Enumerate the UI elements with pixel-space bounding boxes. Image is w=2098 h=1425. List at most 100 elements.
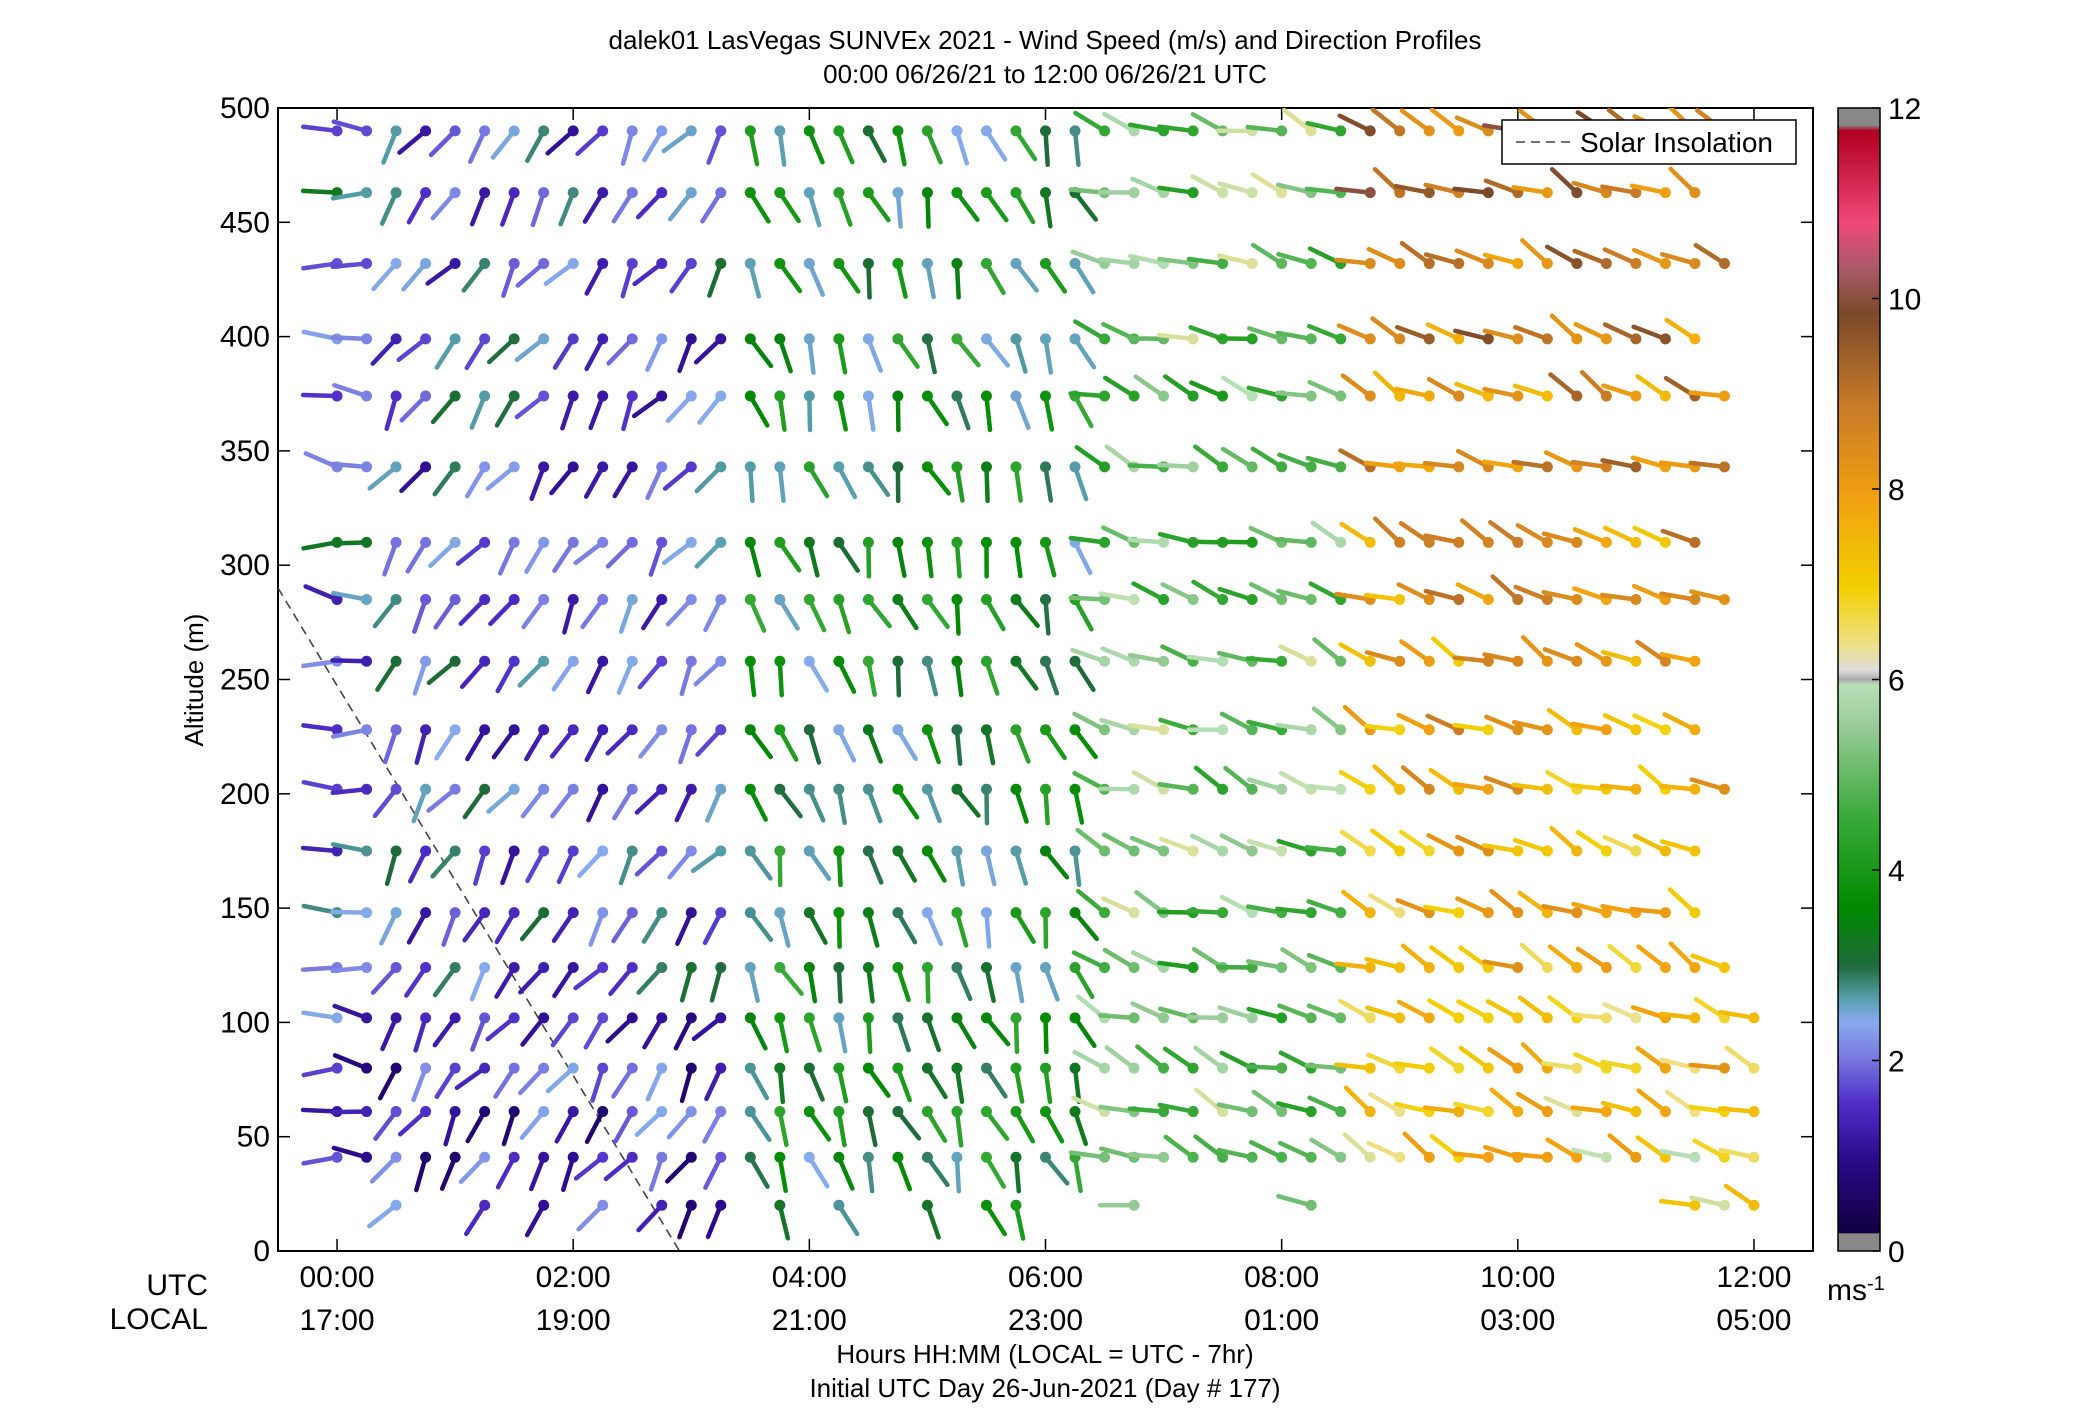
wind-barb — [430, 390, 461, 425]
wind-barb-dot — [420, 593, 432, 605]
wind-barb-dot — [774, 461, 786, 473]
wind-barb-dot — [479, 962, 491, 974]
wind-barb-shaft — [1275, 182, 1314, 195]
wind-barb — [1251, 1089, 1288, 1118]
wind-barb — [611, 1062, 638, 1099]
wind-barb — [1186, 724, 1229, 736]
wind-barb-dot — [1453, 257, 1465, 269]
wind-barb — [1278, 1140, 1317, 1163]
x-axis: 00:0017:0002:0019:0004:0021:0006:0023:00… — [299, 108, 1792, 1337]
wind-barb-dot — [331, 390, 343, 402]
wind-barb-shaft — [1544, 244, 1580, 266]
wind-barb — [1658, 1198, 1701, 1211]
wind-barbs — [300, 108, 1760, 1241]
wind-barb-dot — [921, 783, 933, 795]
wind-barb-shaft — [1250, 242, 1284, 266]
wind-barb-dot — [331, 593, 343, 605]
wind-barb-dot — [744, 1012, 756, 1024]
wind-barb-dot — [390, 461, 402, 473]
wind-barb-dot — [508, 187, 520, 199]
wind-barb-shaft — [777, 786, 803, 819]
wind-barb — [1275, 722, 1317, 736]
wind-barb-dot — [656, 461, 668, 473]
wind-barb — [1040, 390, 1055, 432]
wind-barb-shaft — [1489, 888, 1521, 915]
wind-barb-shaft — [748, 1015, 768, 1051]
wind-barb-shaft — [1306, 1003, 1343, 1021]
y-tick-label: 100 — [220, 1006, 270, 1039]
wind-barb-shaft — [866, 128, 887, 164]
wind-barb-dot — [331, 1151, 343, 1163]
wind-barb — [951, 187, 980, 222]
wind-barb-dot — [1541, 1151, 1553, 1163]
wind-barb — [411, 783, 432, 824]
wind-barb — [618, 845, 638, 886]
wind-barb-shaft — [590, 1065, 605, 1103]
wind-barb — [458, 593, 491, 626]
wind-barb-shaft — [454, 1065, 487, 1091]
wind-barb-shaft — [1013, 597, 1040, 628]
wind-barb-shaft — [1364, 956, 1402, 970]
wind-barb-shaft — [588, 393, 605, 431]
wind-barb — [459, 655, 491, 690]
wind-barb-dot — [1246, 1151, 1258, 1163]
wind-barb — [1395, 325, 1435, 345]
wind-barb-dot — [597, 536, 609, 548]
wind-barb-shaft — [1571, 901, 1609, 915]
wind-barb — [921, 1199, 941, 1240]
wind-barb-shaft — [1043, 261, 1068, 294]
wind-barb-dot — [774, 845, 786, 857]
wind-barb-shaft — [1248, 1139, 1284, 1160]
wind-barb-dot — [390, 907, 402, 919]
wind-barb-shaft — [1693, 996, 1727, 1021]
wind-barb-shaft — [1130, 1001, 1166, 1021]
wind-barb-shaft — [384, 848, 399, 886]
wind-barb-shaft — [748, 540, 762, 578]
wind-barb-dot — [449, 187, 461, 199]
wind-barb-dot — [951, 461, 963, 473]
wind-barb-shaft — [1043, 190, 1053, 229]
wind-barb-dot — [803, 187, 815, 199]
wind-barb-dot — [803, 593, 815, 605]
wind-barb-shaft — [620, 128, 635, 166]
wind-barb-dot — [1069, 333, 1081, 345]
wind-barb-shaft — [432, 464, 458, 497]
wind-barb — [892, 187, 904, 229]
wind-barb-dot — [951, 333, 963, 345]
wind-barb-shaft — [550, 786, 576, 819]
wind-barb-shaft — [1098, 591, 1137, 602]
wind-barb — [1426, 833, 1465, 857]
wind-barb-dot — [1305, 125, 1317, 137]
wind-barb — [397, 125, 432, 155]
x-tick-label-utc: 08:00 — [1244, 1261, 1319, 1294]
wind-barb — [520, 1012, 550, 1047]
wind-barb — [862, 1062, 891, 1098]
wind-barb — [616, 655, 638, 695]
wind-barb-dot — [1541, 536, 1553, 548]
wind-barb-dot — [449, 783, 461, 795]
wind-barb — [892, 845, 918, 883]
wind-barb-dot — [1040, 390, 1051, 402]
wind-barb-shaft — [439, 1155, 458, 1191]
wind-barb-shaft — [697, 393, 724, 425]
wind-barb-shaft — [459, 658, 487, 690]
wind-barb-dot — [1482, 257, 1494, 269]
wind-barb — [1366, 246, 1406, 269]
wind-barb-dot — [1040, 593, 1051, 605]
wind-barb-shaft — [1100, 896, 1137, 915]
wind-barb-shaft — [984, 393, 993, 433]
wind-barb-shaft — [330, 540, 369, 546]
wind-barb — [1276, 251, 1317, 269]
wind-barb — [892, 333, 920, 369]
wind-barb — [588, 907, 609, 947]
wind-barb-dot — [1069, 962, 1081, 974]
wind-barb-dot — [1482, 724, 1494, 736]
wind-barb — [774, 390, 787, 432]
wind-barb-dot — [656, 333, 668, 345]
wind-barb-dot — [361, 1012, 373, 1024]
wind-barb-shaft — [645, 464, 664, 501]
wind-barb-dot — [656, 1151, 668, 1163]
wind-barb-dot — [1600, 333, 1612, 345]
wind-barb — [613, 1106, 638, 1144]
